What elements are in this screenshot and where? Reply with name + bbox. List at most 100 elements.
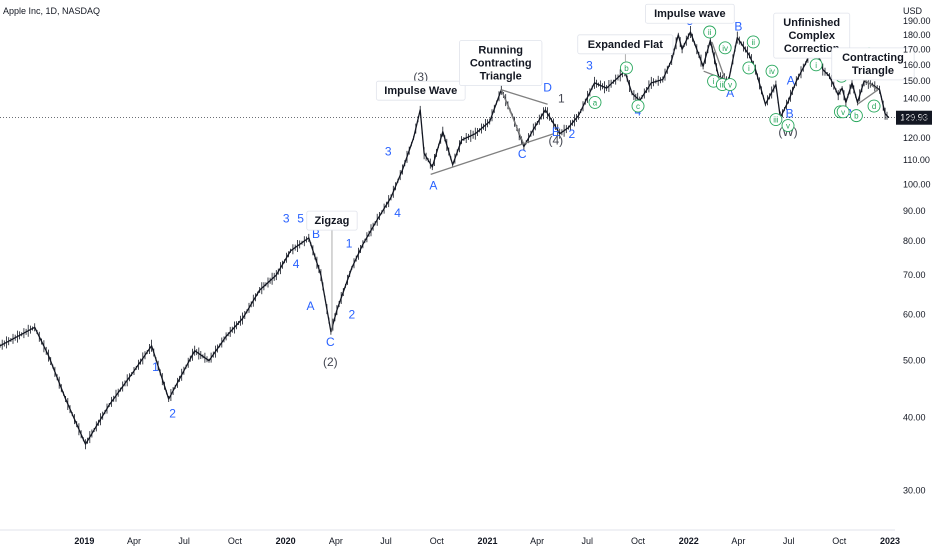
circled-wave-marker bbox=[619, 61, 633, 75]
circled-wave-marker bbox=[723, 78, 737, 92]
annotation-text: Unfinished bbox=[783, 17, 840, 29]
y-tick-label: 160.00 bbox=[903, 60, 931, 70]
x-tick-label: Jul bbox=[178, 536, 190, 546]
wave-label: 1 bbox=[152, 360, 159, 374]
circled-wave-label: iv bbox=[769, 67, 775, 76]
wave-label: A bbox=[787, 74, 795, 88]
wave-label: 1 bbox=[558, 91, 565, 105]
circled-wave-marker bbox=[809, 58, 823, 72]
x-tick-label: 2020 bbox=[276, 536, 296, 546]
circled-wave-marker bbox=[769, 113, 783, 126]
annotation-box bbox=[773, 12, 851, 59]
trendline-final-triangle-2 bbox=[857, 89, 879, 105]
annotation-text: Complex bbox=[788, 30, 835, 42]
annotation-box bbox=[577, 34, 674, 55]
x-axis: 2019 Apr Jul Oct 2020 Apr Jul Oct 2021 Apr Jul Oct 2… bbox=[74, 536, 900, 546]
wave-label: A bbox=[846, 107, 854, 121]
circled-wave-marker bbox=[718, 41, 732, 55]
y-tick-label: 140.00 bbox=[903, 94, 931, 104]
annotation-text: Running bbox=[478, 45, 523, 57]
wave-label: 3 bbox=[385, 144, 392, 158]
trendline-layer bbox=[430, 41, 879, 175]
wave-label: 3 bbox=[586, 59, 593, 73]
circled-wave-marker bbox=[746, 35, 760, 49]
y-tick-label: 70.00 bbox=[903, 270, 926, 280]
wave-label: B bbox=[312, 227, 320, 241]
circled-wave-label: ii bbox=[751, 38, 755, 47]
circled-wave-label: b bbox=[624, 64, 629, 73]
y-tick-label: 30.00 bbox=[903, 486, 926, 496]
trendline-triangle-left bbox=[500, 89, 525, 145]
circled-wave-label: i bbox=[713, 77, 715, 86]
y-tick-label: 150.00 bbox=[903, 76, 931, 86]
circled-wave-marker bbox=[849, 109, 863, 123]
y-tick-label: 90.00 bbox=[903, 206, 926, 216]
wave-label: 2 bbox=[569, 127, 576, 141]
wave-label: A bbox=[306, 299, 314, 313]
circled-wave-label: i bbox=[815, 61, 817, 70]
x-tick-label: Apr bbox=[731, 536, 745, 546]
circled-wave-label: i bbox=[748, 64, 750, 73]
wave-label: 2 bbox=[169, 406, 176, 420]
y-tick-label: 100.00 bbox=[903, 179, 931, 189]
x-tick-label: 2021 bbox=[477, 536, 497, 546]
wave-label: C bbox=[518, 147, 527, 161]
y-axis: 30.00 40.00 50.00 60.00 70.00 80.00 90.00 100.0… bbox=[903, 16, 931, 496]
annotation-text: Triangle bbox=[480, 71, 522, 83]
x-tick-label: 2022 bbox=[679, 536, 699, 546]
x-tick-label: Oct bbox=[832, 536, 847, 546]
trendline-triangle-upper bbox=[501, 89, 548, 105]
circled-wave-label: iii bbox=[720, 81, 726, 90]
x-tick-label: Jul bbox=[582, 536, 594, 546]
wave-label: C bbox=[326, 335, 335, 349]
currency-label: USD bbox=[903, 6, 923, 16]
y-tick-label: 80.00 bbox=[903, 236, 926, 246]
y-tick-label: 120.00 bbox=[903, 133, 931, 143]
x-tick-label: Oct bbox=[430, 536, 445, 546]
annotation-box bbox=[375, 80, 466, 101]
circled-wave-marker bbox=[765, 64, 779, 78]
annotation-text: Expanded Flat bbox=[588, 39, 664, 51]
x-tick-label: Apr bbox=[530, 536, 544, 546]
x-tick-label: 2023 bbox=[880, 536, 900, 546]
wave-label: 4 bbox=[394, 206, 401, 220]
wave-label: D bbox=[543, 81, 552, 95]
circled-wave-marker bbox=[836, 105, 850, 119]
circled-wave-marker bbox=[588, 95, 602, 109]
circled-wave-marker bbox=[703, 25, 717, 39]
circled-wave-label: v bbox=[728, 81, 732, 90]
circled-wave-marker bbox=[742, 61, 756, 75]
y-tick-label: 170.00 bbox=[903, 44, 931, 54]
wave-label: (2) bbox=[323, 355, 338, 369]
y-tick-label: 60.00 bbox=[903, 309, 926, 319]
y-tick-label: 110.00 bbox=[903, 155, 930, 165]
wave-label: B bbox=[786, 107, 794, 121]
x-tick-label: Jul bbox=[380, 536, 392, 546]
wave-label: E bbox=[552, 125, 560, 139]
annotation-box bbox=[645, 3, 735, 24]
annotation-text: Contracting bbox=[842, 52, 904, 64]
x-tick-label: Oct bbox=[228, 536, 243, 546]
trendline-triangle-lower bbox=[430, 133, 554, 175]
wave-label: (3) bbox=[413, 70, 428, 84]
wave-label: B bbox=[734, 20, 742, 34]
circled-wave-label: d bbox=[872, 102, 876, 111]
x-tick-label: 2019 bbox=[74, 536, 94, 546]
wave-label: A bbox=[726, 86, 734, 100]
x-tick-label: Oct bbox=[631, 536, 646, 546]
annotation-text: Impulse Wave bbox=[384, 85, 457, 97]
annotation-box bbox=[306, 210, 358, 231]
annotation-box bbox=[459, 40, 543, 86]
annotation-text: Zigzag bbox=[315, 215, 350, 227]
wave-label: (4) bbox=[549, 133, 564, 147]
current-price-tag bbox=[896, 110, 932, 125]
annotation-text: Contracting bbox=[470, 58, 532, 70]
wave-label: 5 bbox=[297, 212, 304, 226]
wave-label: A bbox=[429, 178, 437, 192]
current-price-label: 129.93 bbox=[900, 113, 928, 123]
trendline-zigzag-wedge-2 bbox=[711, 41, 726, 80]
wave-label: 3 bbox=[283, 212, 290, 226]
